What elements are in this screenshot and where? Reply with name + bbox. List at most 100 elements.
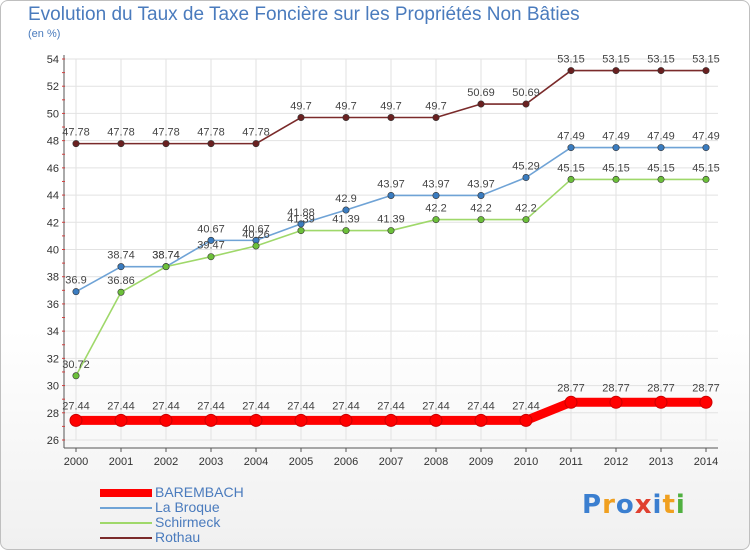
data-label-rothau: 49.7 [290, 101, 311, 113]
data-point-schirmeck [657, 175, 665, 183]
chart-title: Evolution du Taux de Taxe Foncière sur l… [28, 4, 580, 25]
data-point-rothau [612, 67, 620, 75]
data-label-barembach: 27.44 [107, 400, 135, 412]
y-tick-label: 54 [47, 54, 59, 66]
data-label-schirmeck: 41.39 [377, 214, 405, 226]
data-label-la-broque: 43.97 [467, 178, 495, 190]
data-label-barembach: 27.44 [377, 400, 405, 412]
data-label-schirmeck: 45.15 [647, 162, 675, 174]
data-label-la-broque: 42.9 [335, 193, 356, 205]
data-point-la-broque [432, 191, 440, 199]
y-tick-label: 48 [47, 136, 59, 148]
data-label-barembach: 27.44 [467, 400, 495, 412]
data-label-la-broque: 41.88 [287, 207, 315, 219]
logo-letter: o [615, 490, 635, 520]
data-label-rothau: 50.69 [467, 87, 495, 99]
data-label-la-broque: 47.49 [692, 131, 720, 143]
data-point-la-broque [117, 263, 125, 271]
data-label-schirmeck: 45.15 [692, 162, 720, 174]
data-label-barembach: 27.44 [62, 400, 90, 412]
data-label-rothau: 47.78 [107, 127, 135, 139]
data-point-schirmeck [252, 242, 260, 250]
y-tick-label: 42 [47, 217, 59, 229]
data-point-barembach [249, 413, 263, 427]
data-point-la-broque [387, 191, 395, 199]
data-point-rothau [657, 67, 665, 75]
data-label-la-broque: 43.97 [377, 178, 405, 190]
data-label-rothau: 53.15 [557, 54, 585, 66]
data-label-schirmeck: 42.2 [470, 203, 491, 215]
logo-letter: i [652, 490, 663, 520]
legend-swatch-barembach [100, 489, 152, 497]
x-tick-label: 2005 [289, 456, 313, 468]
data-label-la-broque: 47.49 [647, 131, 675, 143]
data-label-la-broque: 47.49 [557, 131, 585, 143]
data-label-schirmeck: 42.2 [515, 203, 536, 215]
data-point-barembach [474, 413, 488, 427]
unit-label: (en %) [28, 28, 61, 40]
x-tick-label: 2010 [514, 456, 538, 468]
legend-swatch-rothau [100, 537, 152, 539]
data-label-rothau: 47.78 [62, 127, 90, 139]
data-point-barembach [339, 413, 353, 427]
data-label-schirmeck: 36.86 [107, 275, 135, 287]
y-tick-label: 36 [47, 299, 59, 311]
legend-swatch-la-broque [100, 507, 152, 509]
logo-letter: r [602, 490, 616, 520]
data-point-la-broque [567, 144, 575, 152]
data-label-rothau: 47.78 [152, 127, 180, 139]
data-label-la-broque: 36.9 [65, 275, 86, 287]
data-point-schirmeck [477, 216, 485, 224]
data-point-rothau [342, 114, 350, 122]
x-tick-label: 2007 [379, 456, 403, 468]
data-point-barembach [159, 413, 173, 427]
data-label-la-broque: 38.74 [152, 250, 180, 262]
data-label-rothau: 49.7 [380, 101, 401, 113]
legend-item-schirmeck: Schirmeck [100, 514, 320, 530]
data-point-schirmeck [342, 227, 350, 235]
x-tick-label: 2001 [109, 456, 133, 468]
x-tick-label: 2009 [469, 456, 493, 468]
logo-letter: i [675, 490, 686, 520]
data-label-rothau: 47.78 [242, 127, 270, 139]
y-tick-label: 50 [47, 108, 59, 120]
data-point-barembach [654, 395, 668, 409]
data-label-la-broque: 47.49 [602, 131, 630, 143]
data-label-barembach: 28.77 [602, 382, 630, 394]
data-label-schirmeck: 41.39 [332, 214, 360, 226]
y-tick-label: 32 [47, 353, 59, 365]
x-tick-label: 2012 [604, 456, 628, 468]
data-label-rothau: 47.78 [197, 127, 225, 139]
data-label-schirmeck: 45.15 [557, 162, 585, 174]
data-label-la-broque: 40.67 [242, 223, 270, 235]
data-point-rothau [72, 140, 80, 148]
data-label-barembach: 28.77 [557, 382, 585, 394]
legend-swatch-schirmeck [100, 522, 152, 524]
legend-item-barembach: BAREMBACH [100, 484, 320, 500]
data-point-la-broque [612, 144, 620, 152]
data-point-schirmeck [522, 216, 530, 224]
x-tick-label: 2002 [154, 456, 178, 468]
data-point-rothau [117, 140, 125, 148]
legend-item-rothau: Rothau [100, 529, 320, 545]
legend-label-schirmeck: Schirmeck [155, 514, 221, 530]
y-tick-label: 44 [47, 190, 59, 202]
logo-letter: x [634, 490, 653, 520]
data-label-rothau: 50.69 [512, 87, 540, 99]
data-point-rothau [207, 140, 215, 148]
data-point-schirmeck [702, 175, 710, 183]
data-label-barembach: 27.44 [197, 400, 225, 412]
data-label-barembach: 27.44 [152, 400, 180, 412]
data-label-barembach: 27.44 [242, 400, 270, 412]
data-point-la-broque [477, 191, 485, 199]
data-point-la-broque [342, 206, 350, 214]
legend-label-rothau: Rothau [155, 529, 201, 545]
x-tick-label: 2000 [64, 456, 88, 468]
data-point-rothau [702, 67, 710, 75]
data-label-rothau: 49.7 [425, 101, 446, 113]
logo-letter: P [582, 490, 603, 520]
data-point-schirmeck [612, 175, 620, 183]
legend-item-la-broque: La Broque [100, 499, 320, 515]
data-point-la-broque [657, 144, 665, 152]
